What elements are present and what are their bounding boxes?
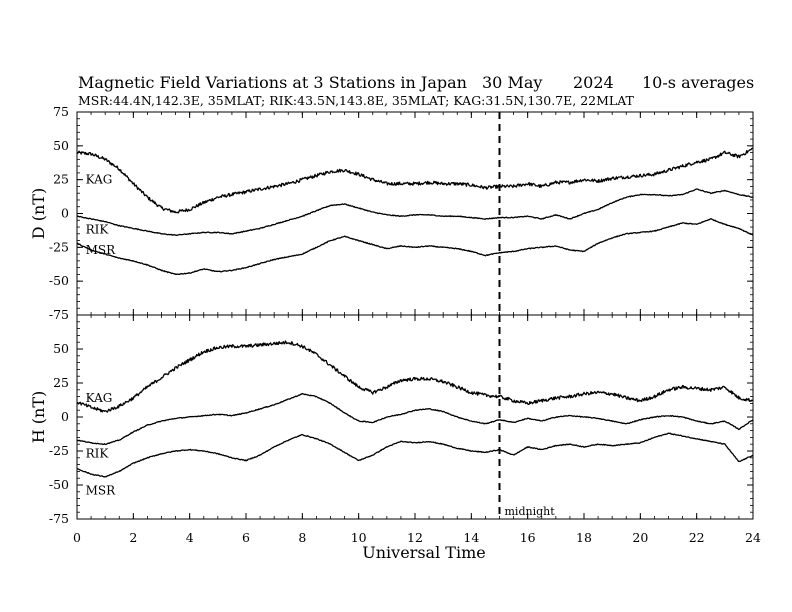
y-tick-label-d: 25	[53, 172, 69, 187]
y-tick-label-h: 25	[53, 375, 69, 390]
y-tick-label-h: -50	[49, 477, 69, 492]
series-line-msr-h	[76, 432, 754, 478]
y-axis-label-d: D (nT)	[29, 188, 48, 239]
midnight-label: midnight	[505, 505, 556, 518]
x-tick-label: 0	[73, 530, 81, 545]
series-line-kag-d	[76, 147, 754, 214]
chart-title: Magnetic Field Variations at 3 Stations …	[78, 73, 467, 92]
y-axis-label-h: H (nT)	[29, 391, 48, 444]
x-tick-label: 4	[186, 530, 194, 545]
chart-averaging: 10-s averages	[642, 73, 754, 92]
series-label-kag-h: KAG	[86, 391, 113, 405]
y-tick-label-d: -50	[49, 273, 69, 288]
series-line-msr-d	[76, 218, 754, 275]
x-tick-label: 24	[745, 530, 761, 545]
x-tick-label: 10	[351, 530, 367, 545]
series-label-rik-h: RIK	[86, 447, 110, 461]
x-tick-label: 6	[242, 530, 250, 545]
chart-date: 30 May	[482, 73, 542, 92]
y-tick-label-h: 0	[61, 409, 69, 424]
y-tick-label-d: 50	[53, 138, 69, 153]
plot-group: -75 -50 -25 0 25 50 75 D (nT) KAG RIK MSR -75 -50 -25…	[29, 104, 761, 545]
x-tick-label: 14	[463, 530, 479, 545]
x-tick-label: 2	[129, 530, 137, 545]
plot-frame-d	[76, 111, 754, 316]
x-axis-label: Universal Time	[362, 543, 485, 562]
x-tick-label: 12	[407, 530, 423, 545]
y-tick-label-h: -25	[49, 443, 69, 458]
y-tick-label-h: 50	[53, 341, 69, 356]
x-tick-label: 18	[576, 530, 592, 545]
chart-year: 2024	[573, 73, 614, 92]
series-line-rik-h	[76, 392, 754, 446]
series-line-kag-h	[76, 340, 754, 413]
series-label-msr-h: MSR	[86, 483, 117, 497]
x-tick-label: 8	[298, 530, 306, 545]
x-tick-label: 22	[689, 530, 705, 545]
x-tick-label: 20	[632, 530, 648, 545]
y-tick-label-d: -75	[49, 307, 69, 322]
chart-subtitle: MSR:44.4N,142.3E, 35MLAT; RIK:43.5N,143.…	[78, 93, 635, 108]
series-label-msr-d: MSR	[86, 243, 117, 257]
y-tick-label-d: 0	[61, 206, 69, 221]
series-label-kag-d: KAG	[86, 173, 113, 187]
y-tick-label-d: 75	[53, 104, 69, 119]
y-tick-label-d: -25	[49, 239, 69, 254]
y-tick-label-h: -75	[49, 511, 69, 526]
x-tick-label: 16	[520, 530, 536, 545]
series-label-rik-d: RIK	[86, 223, 110, 237]
series-line-rik-d	[76, 188, 754, 237]
